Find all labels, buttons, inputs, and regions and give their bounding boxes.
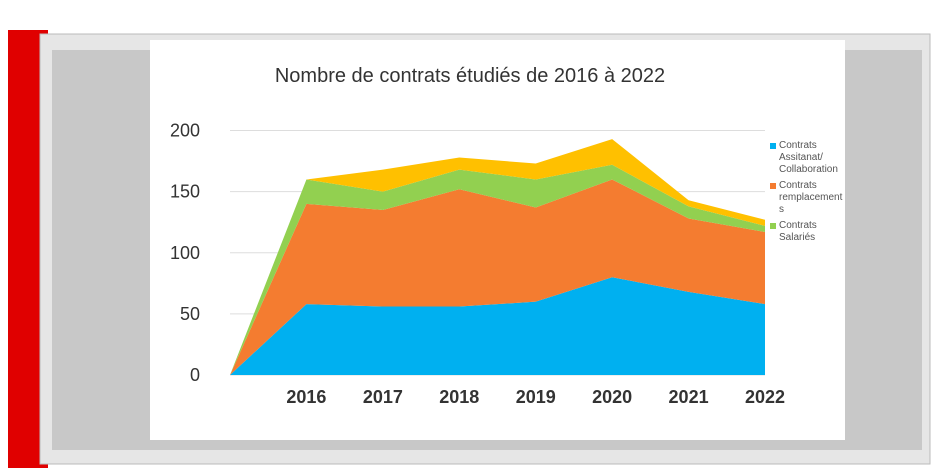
x-tick-label: 2020 (592, 387, 632, 407)
legend-swatch (770, 143, 776, 149)
y-tick-label: 0 (190, 365, 200, 385)
y-tick-label: 100 (170, 243, 200, 263)
x-tick-label: 2021 (669, 387, 709, 407)
x-tick-label: 2018 (439, 387, 479, 407)
legend-entry: Contrats Salariés (770, 220, 850, 244)
chart-title: Nombre de contrats étudiés de 2016 à 202… (275, 65, 665, 87)
area (230, 277, 765, 375)
legend-label: Contrats Salariés (779, 220, 817, 243)
y-tick-label: 50 (180, 304, 200, 324)
x-tick-label: 2016 (286, 387, 326, 407)
legend-label: Contrats remplacement s (779, 180, 843, 215)
legend-label: Contrats Assitanat/ Collaboration (779, 140, 838, 175)
legend-swatch (770, 183, 776, 189)
x-tick-label: 2017 (363, 387, 403, 407)
y-tick-label: 200 (170, 121, 200, 141)
legend: Contrats Assitanat/ Collaboration Contrat… (770, 140, 850, 248)
x-tick-label: 2022 (745, 387, 785, 407)
legend-entry: Contrats Assitanat/ Collaboration (770, 140, 850, 176)
legend-entry: Contrats remplacement s (770, 180, 850, 216)
x-tick-label: 2019 (516, 387, 556, 407)
legend-swatch (770, 223, 776, 229)
area (230, 179, 765, 375)
y-tick-label: 150 (170, 182, 200, 202)
